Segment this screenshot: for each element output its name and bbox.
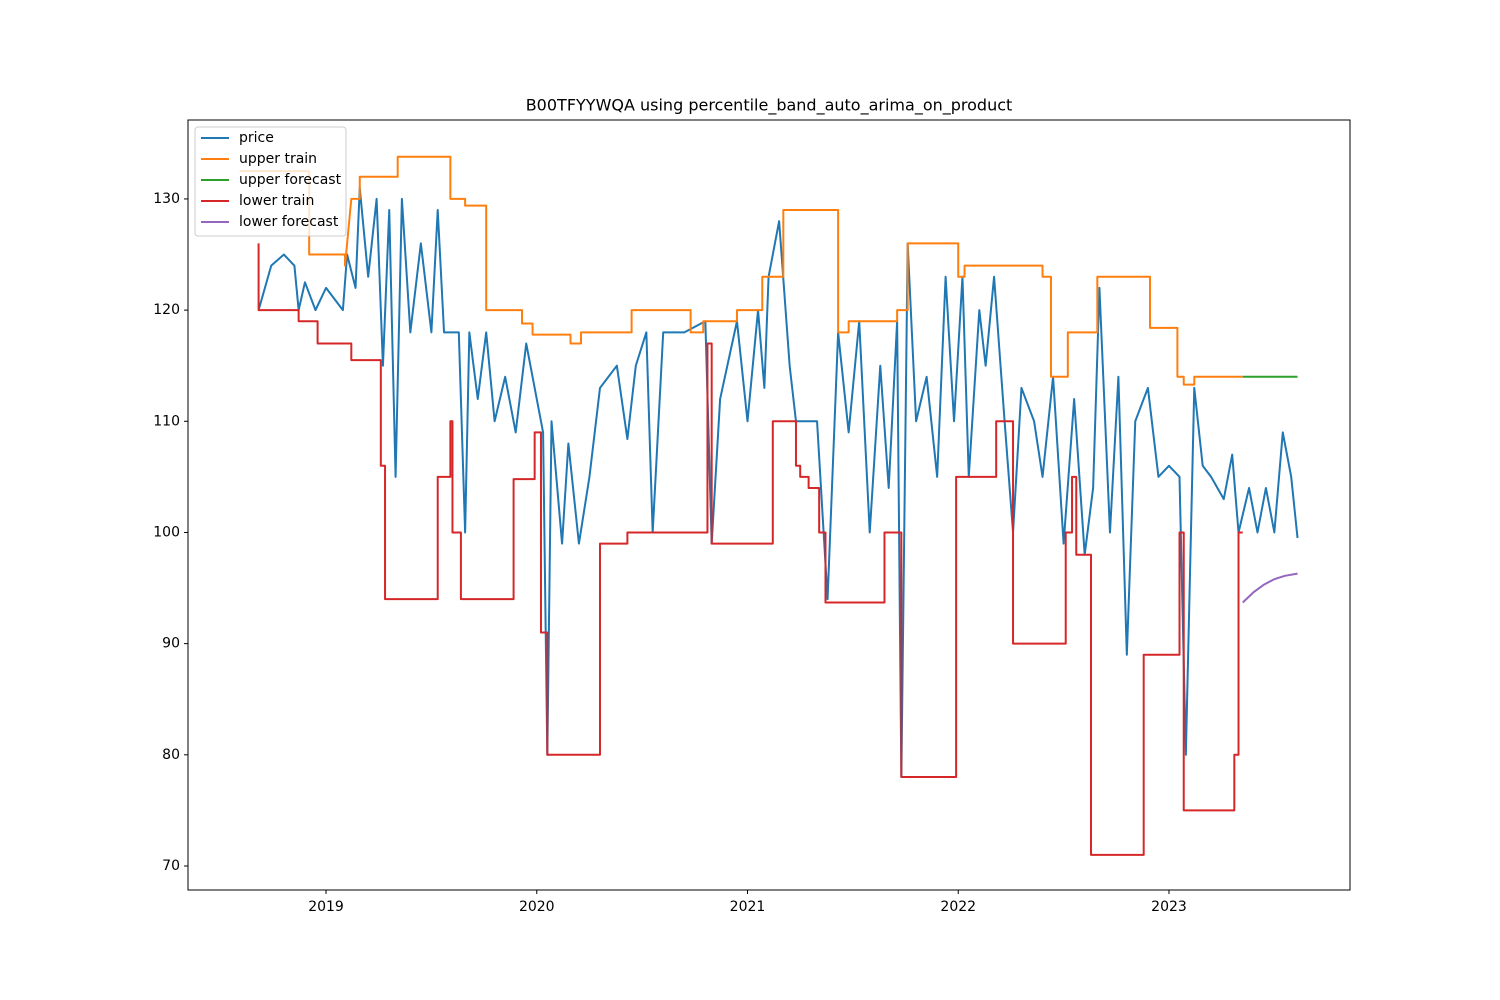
series-line (257, 186, 1299, 779)
legend-label: lower train (239, 193, 314, 209)
x-tick-label: 2021 (730, 899, 766, 915)
y-tick-label: 110 (153, 413, 180, 429)
legend-label: lower forecast (239, 214, 339, 230)
y-tick-label: 120 (153, 302, 180, 318)
x-tick-label: 2019 (308, 899, 344, 915)
series-line (239, 155, 1243, 386)
series-line (257, 243, 1243, 856)
y-tick-label: 70 (162, 858, 180, 874)
y-tick-label: 100 (153, 524, 180, 540)
y-tick-label: 90 (162, 636, 180, 652)
series-line (1242, 572, 1298, 604)
chart-title: B00TFYYWQA using percentile_band_auto_ar… (526, 96, 1013, 116)
x-tick-label: 2020 (519, 899, 555, 915)
x-tick-label: 2023 (1151, 899, 1187, 915)
legend-label: upper train (239, 151, 317, 167)
x-tick-label: 2022 (940, 899, 976, 915)
axes-frame (187, 119, 1351, 891)
y-tick-label: 130 (153, 191, 180, 207)
legend-label: price (239, 130, 274, 146)
legend-box (194, 126, 347, 237)
y-tick-label: 80 (162, 747, 180, 763)
plot-area (239, 155, 1299, 856)
legend-label: upper forecast (239, 172, 342, 188)
